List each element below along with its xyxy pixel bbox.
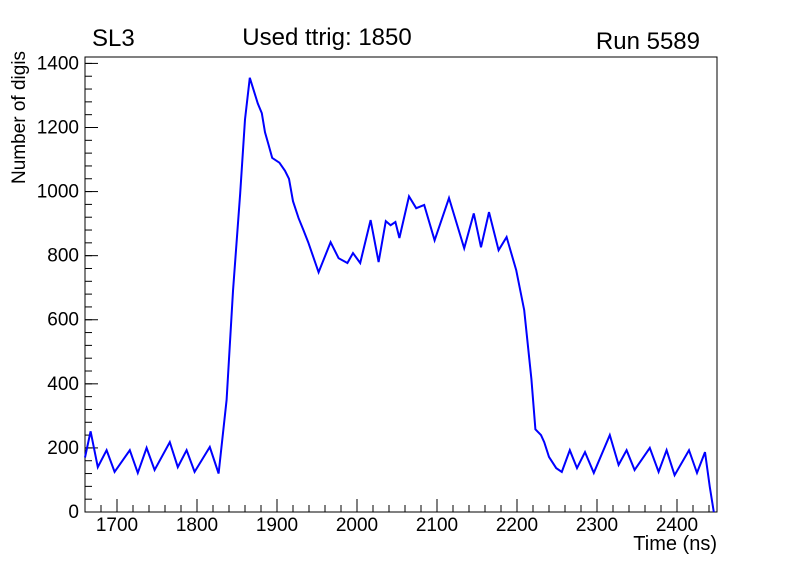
time-box-line (84, 77, 715, 513)
y-tick-label: 1000 (37, 182, 79, 203)
y-tick-label: 1200 (37, 117, 79, 138)
chart-title: Used ttrig: 1850 (242, 24, 412, 51)
y-axis-title: Number of digis (9, 50, 30, 184)
x-tick-label: 2200 (496, 515, 538, 536)
y-tick-label: 400 (47, 374, 79, 395)
x-tick-label: 2400 (656, 515, 698, 536)
y-tick-label: 800 (47, 246, 79, 267)
y-tick-label: 200 (47, 438, 79, 459)
plot-frame (84, 56, 718, 513)
y-tick-label: 0 (68, 502, 79, 523)
y-tick-label: 1400 (37, 53, 79, 74)
x-tick-label: 2100 (416, 515, 458, 536)
x-axis-title: Time (ns) (633, 533, 717, 555)
run-label: Run 5589 (595, 28, 700, 55)
superlayer-label: SL3 (92, 25, 135, 52)
x-tick-label: 1900 (256, 515, 298, 536)
y-tick-label: 600 (47, 310, 79, 331)
x-tick-label: 1700 (96, 515, 138, 536)
x-tick-label: 2300 (576, 515, 618, 536)
x-tick-label: 2000 (336, 515, 378, 536)
x-tick-label: 1800 (176, 515, 218, 536)
